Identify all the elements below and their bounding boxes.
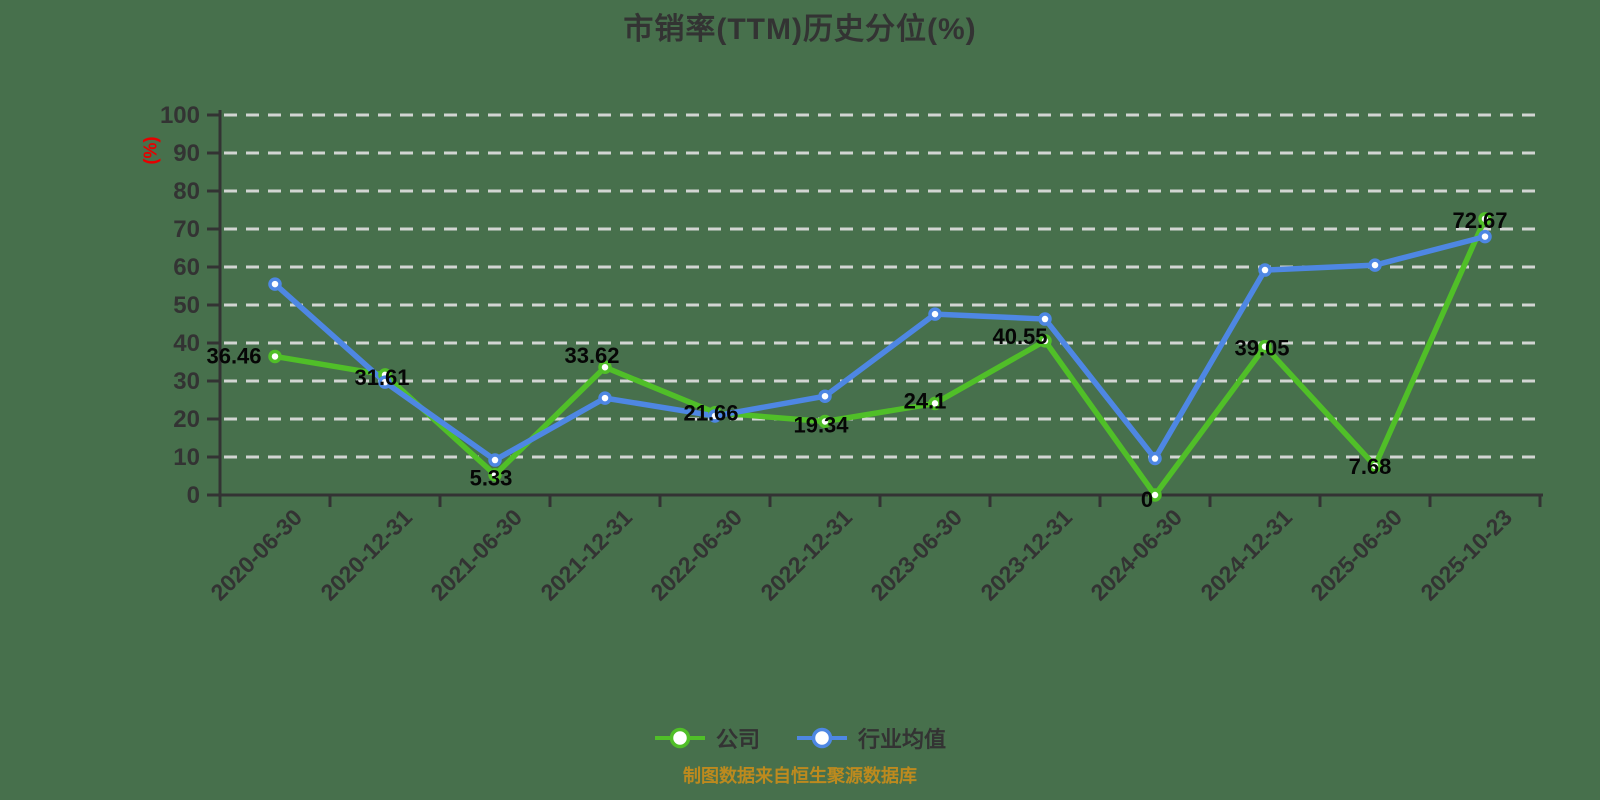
data-point-label-company: 19.34 <box>793 413 849 438</box>
data-point-marker-company <box>1148 488 1162 502</box>
y-tick-label: 30 <box>173 368 200 395</box>
y-tick-label: 80 <box>173 178 200 205</box>
y-tick-label: 40 <box>173 330 200 357</box>
data-point-marker-company <box>1038 334 1052 348</box>
data-point-marker-company <box>928 396 942 411</box>
legend-item-industry-average[interactable]: 行业均值 <box>796 722 946 754</box>
legend: 公司 行业均值 <box>0 722 1600 754</box>
data-point-marker-company <box>1368 459 1382 473</box>
data-point-marker-industry-average <box>928 307 942 321</box>
legend-label-company: 公司 <box>715 727 760 752</box>
source-caption: 制图数据来自恒生聚源数据库 <box>683 766 917 786</box>
data-point-label-company: 31.61 <box>354 365 409 390</box>
data-point-label-company: 7.68 <box>1349 454 1392 479</box>
chart-title: 市销率(TTM)历史分位(%) <box>623 13 977 46</box>
data-point-marker-industry-average <box>378 375 392 389</box>
data-point-label-company: 0 <box>1141 487 1153 512</box>
data-point-marker-company <box>268 349 282 364</box>
data-point-marker-industry-average <box>488 453 502 467</box>
data-point-marker-industry-average <box>1038 312 1052 326</box>
data-point-marker-industry-average <box>268 277 282 291</box>
legend-label-industry-average: 行业均值 <box>858 727 947 752</box>
data-point-marker-company <box>818 414 832 429</box>
data-point-label-company: 33.62 <box>564 343 619 368</box>
y-tick-label: 70 <box>173 216 200 243</box>
y-tick-label: 10 <box>173 444 200 471</box>
series-line-company <box>272 216 1488 498</box>
y-tick-label: 60 <box>173 254 200 281</box>
data-point-marker-industry-average <box>1478 229 1492 244</box>
legend-item-company[interactable]: 公司 <box>654 722 760 754</box>
data-point-marker-company <box>488 467 502 482</box>
data-point-label-company: 24.1 <box>904 388 947 413</box>
data-point-marker-company <box>1258 339 1272 354</box>
legend-marker-industry-average <box>797 727 847 749</box>
data-point-label-company: 40.55 <box>992 324 1047 349</box>
data-point-marker-industry-average <box>1148 451 1162 466</box>
data-point-marker-company <box>598 360 612 374</box>
data-point-marker-industry-average <box>1258 263 1272 277</box>
y-tick-label: 90 <box>173 140 200 167</box>
data-point-label-company: 21.66 <box>683 401 738 426</box>
data-point-marker-industry-average <box>708 409 722 423</box>
y-tick-label: 0 <box>187 482 200 509</box>
y-tick-label: 20 <box>173 406 200 433</box>
legend-marker-company <box>654 727 705 749</box>
data-point-marker-industry-average <box>1368 258 1382 272</box>
data-point-label-company: 39.05 <box>1234 336 1289 361</box>
series-line-industry-average <box>272 233 1488 463</box>
data-point-label-company: 72.67 <box>1452 208 1507 233</box>
data-point-label-company: 36.46 <box>206 343 261 368</box>
data-point-label-company: 5.33 <box>470 466 513 491</box>
data-point-marker-industry-average <box>818 389 832 403</box>
y-tick-label: 50 <box>173 292 200 319</box>
data-point-marker-industry-average <box>598 391 612 405</box>
y-tick-label: 100 <box>160 102 200 129</box>
data-point-marker-company <box>1478 212 1492 226</box>
